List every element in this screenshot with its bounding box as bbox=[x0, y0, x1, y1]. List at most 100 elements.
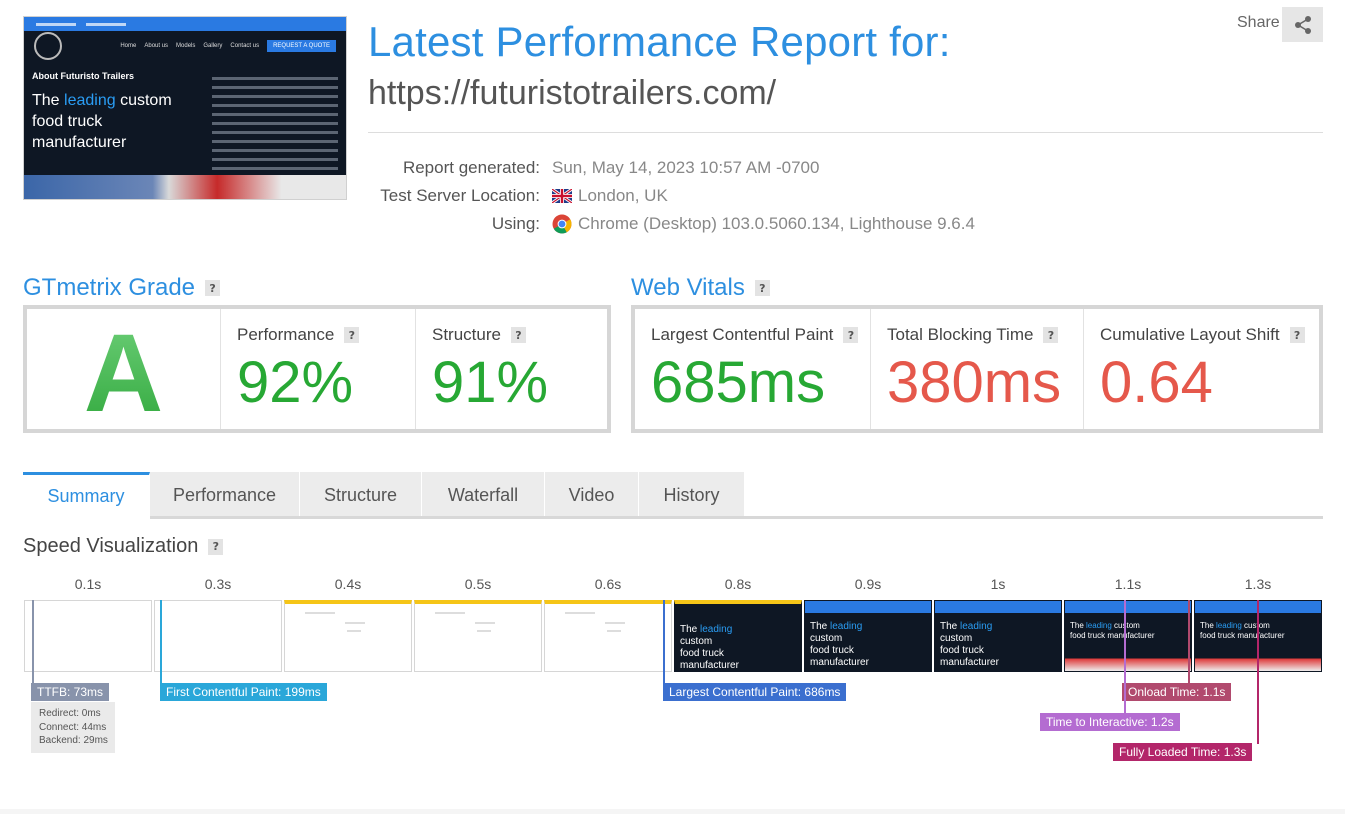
cls-cell: Cumulative Layout Shift? 0.64 bbox=[1084, 309, 1319, 429]
location-value: London, UK bbox=[578, 186, 668, 205]
thumb-nav-links: Home About us Models Gallery Contact us … bbox=[120, 40, 336, 52]
lcp-label: Largest Contentful Paint bbox=[651, 325, 834, 344]
thumb-photo-strip bbox=[24, 175, 346, 199]
frame-time: 0.9s bbox=[854, 576, 882, 592]
fcp-label: First Contentful Paint: 199ms bbox=[160, 683, 327, 701]
thumb-logo bbox=[34, 32, 62, 60]
frame-time: 1s bbox=[990, 576, 1006, 592]
frame-time: 0.4s bbox=[334, 576, 362, 592]
help-icon[interactable]: ? bbox=[205, 280, 221, 296]
onload-label: Onload Time: 1.1s bbox=[1122, 683, 1232, 701]
cls-label: Cumulative Layout Shift bbox=[1100, 325, 1280, 344]
thumb-nav: Home About us Models Gallery Contact us … bbox=[24, 31, 346, 61]
lcp-cell: Largest Contentful Paint? 685ms bbox=[635, 309, 871, 429]
filmstrip-frame[interactable]: The leading custom food truck manufacturer bbox=[674, 600, 802, 672]
lcp-value: 685ms bbox=[651, 350, 826, 415]
fcp-marker bbox=[160, 600, 162, 684]
thumb-nav-item: Home bbox=[120, 43, 137, 49]
ttfb-marker bbox=[32, 600, 34, 684]
help-icon[interactable]: ? bbox=[843, 327, 859, 343]
tab-video[interactable]: Video bbox=[545, 472, 639, 518]
connect-time: Connect: 44ms bbox=[39, 721, 107, 733]
web-vitals-heading: Web Vitals? bbox=[631, 274, 770, 302]
filmstrip-frame[interactable] bbox=[24, 600, 152, 672]
tab-history[interactable]: History bbox=[639, 472, 745, 518]
tab-summary[interactable]: Summary bbox=[23, 472, 150, 518]
thumb-topbar bbox=[24, 17, 346, 31]
tbt-label: Total Blocking Time bbox=[887, 325, 1034, 344]
cls-value: 0.64 bbox=[1100, 350, 1213, 415]
filmstrip-frame[interactable] bbox=[154, 600, 282, 672]
web-vitals-panel: Largest Contentful Paint? 685ms Total Bl… bbox=[631, 305, 1323, 433]
speed-visualization-heading: Speed Visualization? bbox=[23, 535, 224, 558]
frame-time: 0.6s bbox=[594, 576, 622, 592]
report-title: Latest Performance Report for: bbox=[368, 18, 951, 65]
thumb-about: About Futuristo Trailers bbox=[32, 71, 135, 81]
report-tabs: Summary Performance Structure Waterfall … bbox=[23, 472, 745, 518]
location-label: Test Server Location: bbox=[380, 186, 540, 205]
tti-marker bbox=[1124, 600, 1126, 714]
header-divider bbox=[368, 132, 1323, 133]
thumb-headline: The leading custom food truck manufactur… bbox=[32, 92, 172, 151]
tbt-cell: Total Blocking Time? 380ms bbox=[871, 309, 1084, 429]
backend-time: Backend: 29ms bbox=[39, 735, 108, 746]
report-generated-label: Report generated: bbox=[402, 158, 540, 177]
using-value: Chrome (Desktop) 103.0.5060.134, Lightho… bbox=[578, 214, 975, 233]
tab-structure[interactable]: Structure bbox=[300, 472, 422, 518]
structure-value: 91% bbox=[432, 350, 549, 415]
thumb-text-block bbox=[212, 71, 338, 176]
help-icon[interactable]: ? bbox=[754, 280, 770, 296]
onload-marker bbox=[1188, 600, 1190, 684]
fully-loaded-marker bbox=[1257, 600, 1259, 744]
report-meta: Report generated: Sun, May 14, 2023 10:5… bbox=[368, 154, 975, 238]
thumb-nav-item: Models bbox=[176, 43, 196, 49]
using-label: Using: bbox=[491, 214, 540, 233]
thumb-nav-item: Gallery bbox=[203, 43, 223, 49]
frame-time: 1.1s bbox=[1114, 576, 1142, 592]
structure-cell: Structure? 91% bbox=[416, 309, 607, 429]
thumb-cta: REQUEST A QUOTE bbox=[267, 40, 336, 52]
tab-waterfall[interactable]: Waterfall bbox=[422, 472, 545, 518]
grade-letter: A bbox=[83, 311, 164, 435]
filmstrip-frame[interactable]: The leading custom food truck manufacturer bbox=[934, 600, 1062, 672]
report-url: https://futuristotrailers.com/ bbox=[368, 74, 777, 112]
page-bottom bbox=[0, 809, 1345, 814]
gtmetrix-grade-panel: A Performance? 92% Structure? 91% bbox=[23, 305, 611, 435]
filmstrip: The leading custom food truck manufacturer … bbox=[23, 600, 1323, 672]
lcp-label: Largest Contentful Paint: 686ms bbox=[663, 683, 847, 701]
report-generated-value: Sun, May 14, 2023 10:57 AM -0700 bbox=[552, 158, 820, 177]
ttfb-breakdown: Redirect: 0ms Connect: 44ms Backend: 29m… bbox=[31, 702, 115, 753]
filmstrip-frame[interactable] bbox=[544, 600, 672, 672]
share-button[interactable] bbox=[1282, 7, 1323, 42]
help-icon[interactable]: ? bbox=[1289, 327, 1305, 343]
help-icon[interactable]: ? bbox=[1043, 327, 1059, 343]
filmstrip-frame[interactable] bbox=[284, 600, 412, 672]
filmstrip-frame[interactable] bbox=[414, 600, 542, 672]
lcp-marker bbox=[663, 600, 665, 684]
frame-time: 0.8s bbox=[724, 576, 752, 592]
share-label: Share bbox=[1237, 14, 1280, 31]
frame-time: 1.3s bbox=[1244, 576, 1272, 592]
filmstrip-frame[interactable]: The leading custom food truck manufacture… bbox=[1064, 600, 1192, 672]
help-icon[interactable]: ? bbox=[510, 327, 526, 343]
performance-value: 92% bbox=[237, 350, 354, 415]
help-icon[interactable]: ? bbox=[344, 327, 360, 343]
ttfb-label: TTFB: 73ms bbox=[31, 683, 110, 701]
redirect-time: Redirect: 0ms bbox=[39, 708, 101, 719]
tab-performance[interactable]: Performance bbox=[150, 472, 300, 518]
site-screenshot-thumbnail: Home About us Models Gallery Contact us … bbox=[23, 16, 347, 200]
tabs-underline bbox=[150, 516, 1323, 519]
chrome-icon bbox=[552, 214, 572, 234]
fully-loaded-label: Fully Loaded Time: 1.3s bbox=[1113, 743, 1253, 761]
thumb-nav-item: Contact us bbox=[230, 43, 260, 49]
tbt-value: 380ms bbox=[887, 350, 1062, 415]
help-icon[interactable]: ? bbox=[208, 538, 224, 555]
performance-label: Performance bbox=[237, 325, 335, 344]
frame-time: 0.3s bbox=[204, 576, 232, 592]
filmstrip-frame[interactable]: The leading custom food truck manufacturer bbox=[804, 600, 932, 672]
gtmetrix-grade-heading: GTmetrix Grade? bbox=[23, 274, 221, 302]
grade-cell: A bbox=[27, 309, 221, 435]
thumb-body: About Futuristo Trailers The leading cus… bbox=[24, 61, 346, 186]
performance-cell: Performance? 92% bbox=[221, 309, 416, 429]
uk-flag-icon bbox=[552, 189, 572, 203]
